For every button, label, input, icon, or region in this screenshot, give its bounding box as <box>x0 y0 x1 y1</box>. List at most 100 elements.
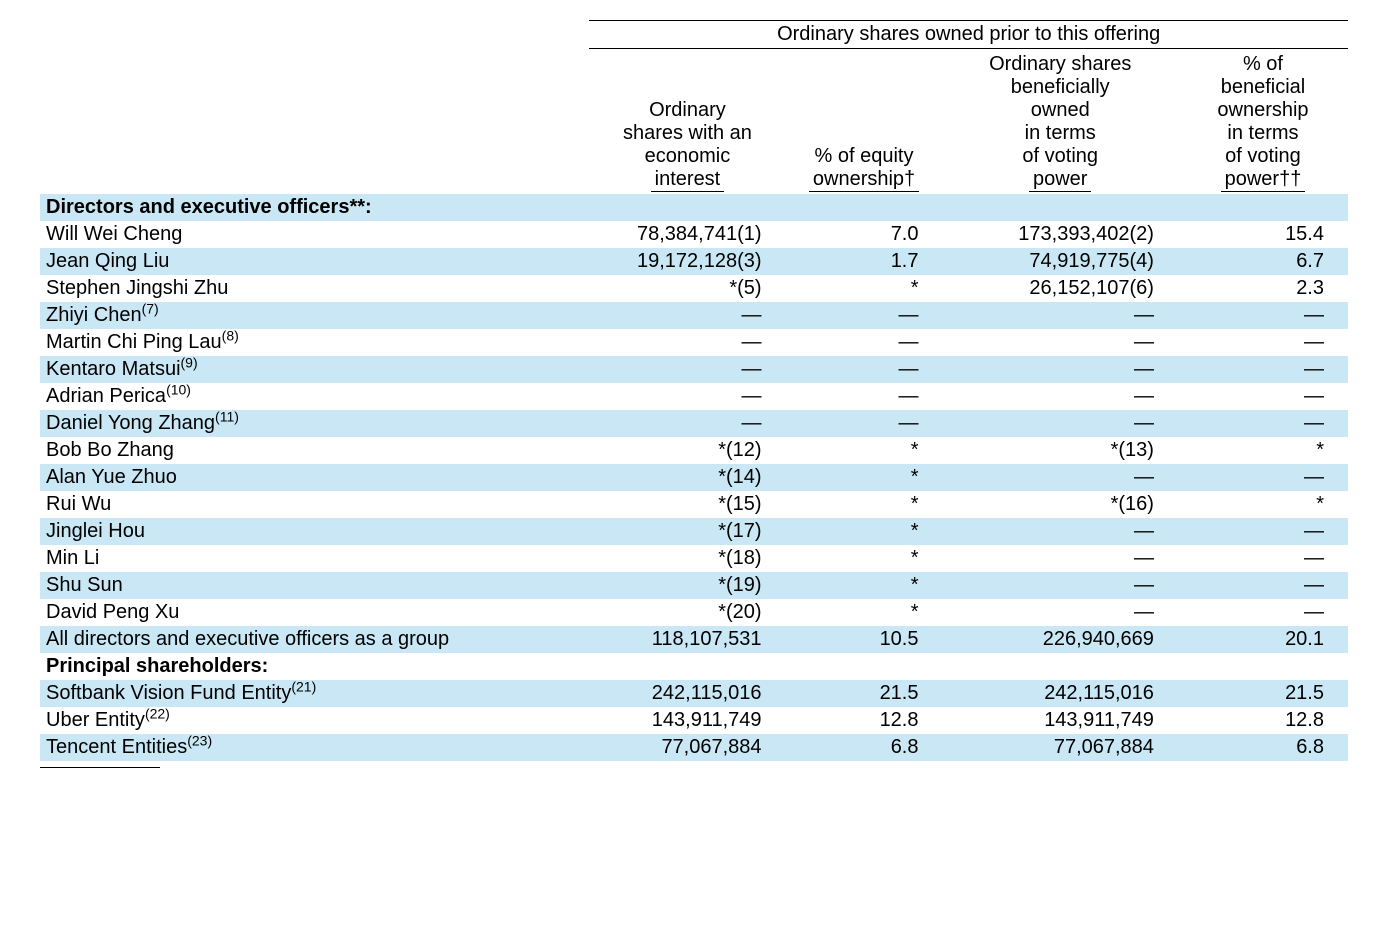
cell-c1: *(15) <box>589 491 785 518</box>
cell-c4: 6.8 <box>1178 734 1348 761</box>
group-header: Ordinary shares owned prior to this offe… <box>589 21 1348 49</box>
cell-c3: 143,911,749 <box>943 707 1178 734</box>
table-row: Stephen Jingshi Zhu*(5)*26,152,107(6)2.3 <box>40 275 1348 302</box>
cell-c3: — <box>943 545 1178 572</box>
row-name: Will Wei Cheng <box>40 221 589 248</box>
cell-c2: * <box>786 275 943 302</box>
cell-c4: — <box>1178 518 1348 545</box>
cell-c3: 173,393,402(2) <box>943 221 1178 248</box>
table-row: Softbank Vision Fund Entity(21) 242,115,0… <box>40 680 1348 707</box>
column-header-line: in terms <box>1025 122 1096 144</box>
row-name: Martin Chi Ping Lau(8) <box>40 329 589 356</box>
row-name: Jinglei Hou <box>40 518 589 545</box>
table-row: Shu Sun*(19)*—— <box>40 572 1348 599</box>
cell-c2: * <box>786 491 943 518</box>
column-header-line: beneficial <box>1221 76 1306 98</box>
table-row: Zhiyi Chen(7)———— <box>40 302 1348 329</box>
column-header-line: beneficially <box>1011 76 1110 98</box>
footnote-separator <box>40 767 160 768</box>
row-name-text: Shu Sun <box>46 574 123 596</box>
row-name-text: Will Wei Cheng <box>46 223 182 245</box>
cell-c1: *(17) <box>589 518 785 545</box>
cell-c3: *(16) <box>943 491 1178 518</box>
table-row: Uber Entity(22)143,911,74912.8143,911,74… <box>40 707 1348 734</box>
column-header-line: in terms <box>1227 122 1298 144</box>
cell-c2: * <box>786 464 943 491</box>
table-row: Tencent Entities(23)77,067,8846.877,067,… <box>40 734 1348 761</box>
cell-c2: — <box>786 383 943 410</box>
cell-c2: * <box>786 545 943 572</box>
column-header-line: % of equity <box>815 145 914 167</box>
cell-c1: — <box>589 383 785 410</box>
cell-c4: 15.4 <box>1178 221 1348 248</box>
cell-c4: — <box>1178 356 1348 383</box>
column-header-3: % ofbeneficialownershipin termsof voting… <box>1178 49 1348 195</box>
cell-c2: — <box>786 356 943 383</box>
cell-c4: — <box>1178 329 1348 356</box>
row-name-text: Uber Entity <box>46 709 145 731</box>
section-header: Directors and executive officers**: <box>40 194 1348 221</box>
cell-c3: 74,919,775(4) <box>943 248 1178 275</box>
row-name: Stephen Jingshi Zhu <box>40 275 589 302</box>
cell-c2: * <box>786 518 943 545</box>
cell-c3: — <box>943 329 1178 356</box>
row-name-text: David Peng Xu <box>46 601 179 623</box>
cell-c2: * <box>786 437 943 464</box>
column-header-line: ownership <box>1217 99 1308 121</box>
row-name-text: Alan Yue Zhuo <box>46 466 177 488</box>
cell-c4: * <box>1178 437 1348 464</box>
cell-c1: — <box>589 410 785 437</box>
table-row: Jean Qing Liu 19,172,128(3)1.774,919,775(… <box>40 248 1348 275</box>
column-header-line: interest <box>651 168 725 192</box>
cell-c3: — <box>943 410 1178 437</box>
row-name-sup: (22) <box>145 705 170 721</box>
cell-c2: * <box>786 572 943 599</box>
row-name-text: Softbank Vision Fund Entity <box>46 682 291 704</box>
column-header-line: ownership† <box>809 168 919 192</box>
cell-c3: 26,152,107(6) <box>943 275 1178 302</box>
row-name-text: All directors and executive officers as … <box>46 628 449 650</box>
table-row: David Peng Xu*(20)*—— <box>40 599 1348 626</box>
row-name-sup: (8) <box>222 327 239 343</box>
row-name: Jean Qing Liu <box>40 248 589 275</box>
table-row: Will Wei Cheng78,384,741(1)7.0173,393,40… <box>40 221 1348 248</box>
row-name-sup: (21) <box>291 678 316 694</box>
row-name-sup: (7) <box>142 300 159 316</box>
column-header-line: Ordinary <box>649 99 726 121</box>
table-row: Daniel Yong Zhang(11)———— <box>40 410 1348 437</box>
cell-c3: 242,115,016 <box>943 680 1178 707</box>
cell-c2: 10.5 <box>786 626 943 653</box>
row-name: All directors and executive officers as … <box>40 626 589 653</box>
cell-c2: 21.5 <box>786 680 943 707</box>
row-name: David Peng Xu <box>40 599 589 626</box>
row-name-text: Martin Chi Ping Lau <box>46 331 222 353</box>
table-row: Adrian Perica(10)———— <box>40 383 1348 410</box>
cell-c3: — <box>943 383 1178 410</box>
column-header-line: shares with an <box>623 122 752 144</box>
cell-c4: 20.1 <box>1178 626 1348 653</box>
cell-c1: *(12) <box>589 437 785 464</box>
cell-c2: — <box>786 410 943 437</box>
table-row: All directors and executive officers as … <box>40 626 1348 653</box>
row-name: Uber Entity(22) <box>40 707 589 734</box>
row-name-text: Kentaro Matsui <box>46 358 181 380</box>
cell-c3: — <box>943 464 1178 491</box>
cell-c2: * <box>786 599 943 626</box>
cell-c4: — <box>1178 599 1348 626</box>
cell-c1: 19,172,128(3) <box>589 248 785 275</box>
cell-c4: 21.5 <box>1178 680 1348 707</box>
cell-c2: 1.7 <box>786 248 943 275</box>
cell-c3: *(13) <box>943 437 1178 464</box>
table-row: Alan Yue Zhuo*(14)*—— <box>40 464 1348 491</box>
cell-c4: 6.7 <box>1178 248 1348 275</box>
cell-c3: — <box>943 356 1178 383</box>
column-header-1: % of equityownership† <box>786 49 943 195</box>
row-name: Min Li <box>40 545 589 572</box>
cell-c2: — <box>786 302 943 329</box>
cell-c1: — <box>589 329 785 356</box>
table-row: Martin Chi Ping Lau(8)———— <box>40 329 1348 356</box>
cell-c3: — <box>943 518 1178 545</box>
table-row: Kentaro Matsui(9)———— <box>40 356 1348 383</box>
row-name-text: Jean Qing Liu <box>46 250 169 272</box>
row-name-text: Tencent Entities <box>46 736 187 758</box>
